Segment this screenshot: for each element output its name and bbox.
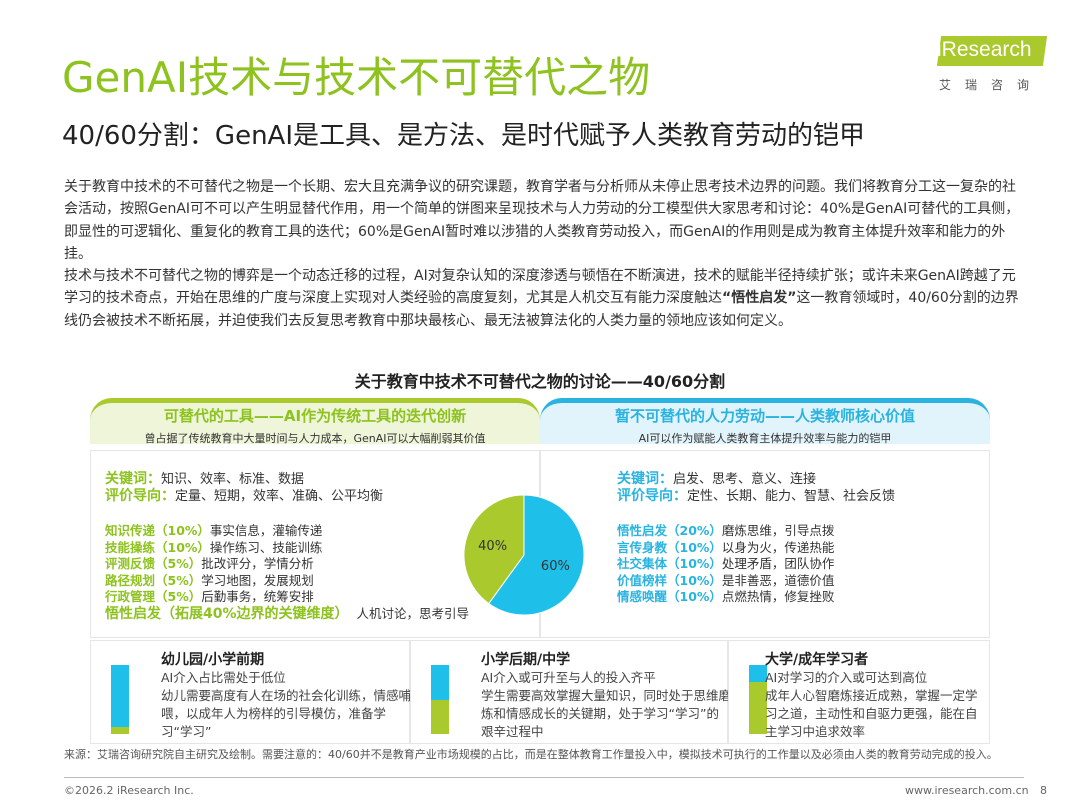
- copyright: ©2026.2 iResearch Inc.: [64, 784, 194, 797]
- list-item: 价值榜样（10%）是非善恶，道德价值: [617, 573, 834, 590]
- eval-value: 定性、长期、能力、智慧、社会反馈: [687, 489, 896, 504]
- stage-line1: AI对学习的介入或可达到高位: [765, 670, 928, 685]
- stage-line1: AI介入占比需处于低位: [161, 670, 286, 685]
- intro-paragraph-1: 关于教育中技术的不可替代之物是一个长期、宏大且充满争议的研究课题，教育学者与分析…: [64, 179, 1020, 262]
- eval-value: 定量、短期，效率、准确、公平均衡: [175, 489, 384, 504]
- left-header: 可替代的工具——AI作为传统工具的迭代创新 曾占据了传统教育中大量时间与人力成本…: [90, 398, 540, 445]
- pie-label: 40%: [478, 539, 507, 554]
- stage-card: 幼儿园/小学前期 AI介入占比需处于低位幼儿需要高度有人在场的社会化训练，情感哺…: [90, 640, 411, 744]
- pie-chart: 60% 40%: [463, 494, 585, 616]
- stage-text: AI介入或可升至与人的投入齐平学生需要高效掌握大量知识，同时处于思维磨炼和情感成…: [481, 669, 731, 741]
- left-title: 可替代的工具——AI作为传统工具的迭代创新: [163, 407, 467, 425]
- chart-title: 关于教育中技术不可替代之物的讨论——40/60分割: [354, 372, 726, 391]
- stage-title: 小学后期/中学: [481, 652, 571, 668]
- right-header: 暂不可替代的人力劳动——人类教师核心价值 AI可以作为赋能人类教育主体提升效率与…: [540, 398, 990, 445]
- item-label: 技能操练（10%）: [105, 539, 210, 555]
- p2-text-a: 技术与技术不可替代之物的博弈是一个动态迁移的过程，AI对复杂认知的深度渗透与顿悟…: [64, 268, 1016, 307]
- page-number: 8: [1040, 784, 1047, 797]
- right-panel: 关键词：启发、思考、意义、连接 评价导向：定性、长期、能力、智慧、社会反馈 悟性…: [540, 450, 990, 638]
- kw-value: 启发、思考、意义、连接: [673, 472, 817, 487]
- logo-cn: 艾瑞咨询: [939, 78, 1044, 92]
- list-item: 行政管理（5%）后勤事务，统筹安排: [105, 589, 469, 606]
- item-desc: 是非善恶，道德价值: [721, 572, 835, 588]
- logo-text: iResearch: [937, 38, 1032, 61]
- left-subtitle: 曾占据了传统教育中大量时间与人力成本，GenAI可以大幅削弱其价值: [144, 432, 486, 445]
- item-label: 评测反馈（5%）: [105, 556, 202, 571]
- kw-label: 关键词：: [105, 471, 161, 487]
- pie-slice-60: [488, 494, 585, 616]
- ai-share-fill: [749, 682, 767, 734]
- left-list: 知识传递（10%）事实信息，灌输传递 技能操练（10%）操作练习、技能训练 评测反馈…: [105, 523, 469, 622]
- list-item: 悟性启发（20%）磨炼思维，引导点拨: [617, 523, 834, 540]
- item-desc: 以身为火，传递热能: [721, 539, 835, 555]
- ai-share-fill: [111, 727, 129, 734]
- pie-slice-40: [463, 494, 525, 605]
- list-item: 技能操练（10%）操作练习、技能训练: [105, 540, 469, 557]
- item-label: 悟性启发（拓展40%边界的关键维度）: [105, 605, 349, 622]
- item-label: 知识传递（10%）: [105, 523, 210, 538]
- stage-line1: AI介入或可升至与人的投入齐平: [481, 670, 656, 685]
- website-link[interactable]: www.iresearch.com.cn: [905, 784, 1029, 797]
- item-label: 言传身教（10%）: [617, 539, 722, 555]
- right-title: 暂不可替代的人力劳动——人类教师核心价值: [614, 407, 915, 425]
- item-desc: 人机讨论，思考引导: [356, 605, 470, 621]
- stage-title: 幼儿园/小学前期: [161, 652, 265, 668]
- item-label: 情感唤醒（10%）: [617, 589, 722, 604]
- right-keywords: 关键词：启发、思考、意义、连接 评价导向：定性、长期、能力、智慧、社会反馈: [617, 471, 895, 505]
- ai-share-bar: [749, 665, 767, 734]
- ai-share-fill: [431, 699, 449, 734]
- intro-text: 关于教育中技术的不可替代之物是一个长期、宏大且充满争议的研究课题，教育学者与分析…: [64, 176, 1024, 332]
- item-label: 价值榜样（10%）: [617, 572, 722, 588]
- ai-share-bar: [111, 665, 129, 734]
- item-desc: 后勤事务，统筹安排: [201, 589, 314, 604]
- stage-text: AI介入占比需处于低位幼儿需要高度有人在场的社会化训练，情感哺喂，以成年人为榜样…: [161, 669, 411, 741]
- stage-desc: 成年人心智磨炼接近成熟，掌握一定学习之道，主动性和自驱力更强，能在自主学习中追求…: [765, 688, 978, 739]
- kw-label: 关键词：: [617, 471, 673, 487]
- item-desc: 学习地图，发展规划: [201, 572, 314, 588]
- left-keywords: 关键词：知识、效率、标准、数据 评价导向：定量、短期，效率、准确、公平均衡: [105, 471, 383, 505]
- intro-paragraph-2: 技术与技术不可替代之物的博弈是一个动态迁移的过程，AI对复杂认知的深度渗透与顿悟…: [64, 265, 1024, 332]
- item-desc: 事实信息，灌输传递: [209, 523, 323, 538]
- item-label: 社交集体（10%）: [617, 556, 722, 571]
- list-item: 言传身教（10%）以身为火，传递热能: [617, 540, 834, 557]
- item-desc: 磨炼思维，引导点拨: [721, 523, 835, 538]
- item-label: 悟性启发（20%）: [617, 523, 722, 538]
- eval-label: 评价导向：: [105, 488, 175, 504]
- stage-card: 大学/成年学习者 AI对学习的介入或可达到高位成年人心智磨炼接近成熟，掌握一定学…: [728, 640, 990, 744]
- p2-text-b: 这一教育领域时，40/60分割的边界线仍会被技术不断拓展，并迫使我们去反复思考教…: [64, 290, 1019, 329]
- item-desc: 操作练习、技能训练: [209, 539, 323, 555]
- list-item: 悟性启发（拓展40%边界的关键维度） 人机讨论，思考引导: [105, 606, 469, 623]
- pie-label: 60%: [541, 559, 570, 574]
- item-desc: 点燃热情，修复挫败: [721, 589, 835, 604]
- stage-desc: 学生需要高效掌握大量知识，同时处于思维磨炼和情感成长的关键期，处于学习“学习”的…: [481, 688, 732, 739]
- right-subtitle: AI可以作为赋能人类教育主体提升效率与能力的铠甲: [638, 432, 892, 445]
- item-desc: 处理矛盾，团队协作: [721, 556, 835, 571]
- list-item: 知识传递（10%）事实信息，灌输传递: [105, 523, 469, 540]
- list-item: 社交集体（10%）处理矛盾，团队协作: [617, 556, 834, 573]
- right-list: 悟性启发（20%）磨炼思维，引导点拨 言传身教（10%）以身为火，传递热能 社交集体…: [617, 523, 834, 606]
- stage-card: 小学后期/中学 AI介入或可升至与人的投入齐平学生需要高效掌握大量知识，同时处于…: [410, 640, 731, 744]
- item-label: 行政管理（5%）: [105, 589, 202, 604]
- list-item: 评测反馈（5%）批改评分，学情分析: [105, 556, 469, 573]
- stage-text: AI对学习的介入或可达到高位成年人心智磨炼接近成熟，掌握一定学习之道，主动性和自…: [765, 669, 985, 741]
- footer-divider: [64, 777, 1024, 778]
- ai-share-bar: [431, 665, 449, 734]
- eval-label: 评价导向：: [617, 488, 687, 504]
- stage-desc: 幼儿需要高度有人在场的社会化训练，情感哺喂，以成年人为榜样的引导模仿，准备学习“…: [161, 688, 412, 739]
- page-title: GenAI技术与技术不可替代之物: [62, 53, 651, 102]
- source-note: 来源：艾瑞咨询研究院自主研究及绘制。需要注意的：40/60并不是教育产业市场规模…: [64, 748, 998, 761]
- iresearch-logo: iResearch 艾瑞咨询: [925, 32, 1055, 102]
- kw-value: 知识、效率、标准、数据: [161, 472, 305, 487]
- list-item: 路径规划（5%）学习地图，发展规划: [105, 573, 469, 590]
- stage-title: 大学/成年学习者: [765, 652, 869, 668]
- item-label: 路径规划（5%）: [105, 572, 202, 588]
- item-desc: 批改评分，学情分析: [201, 556, 314, 571]
- list-item: 情感唤醒（10%）点燃热情，修复挫败: [617, 589, 834, 606]
- p2-bold: “悟性启发”: [722, 290, 797, 307]
- page-subtitle: 40/60分割：GenAI是工具、是方法、是时代赋予人类教育劳动的铠甲: [62, 121, 866, 151]
